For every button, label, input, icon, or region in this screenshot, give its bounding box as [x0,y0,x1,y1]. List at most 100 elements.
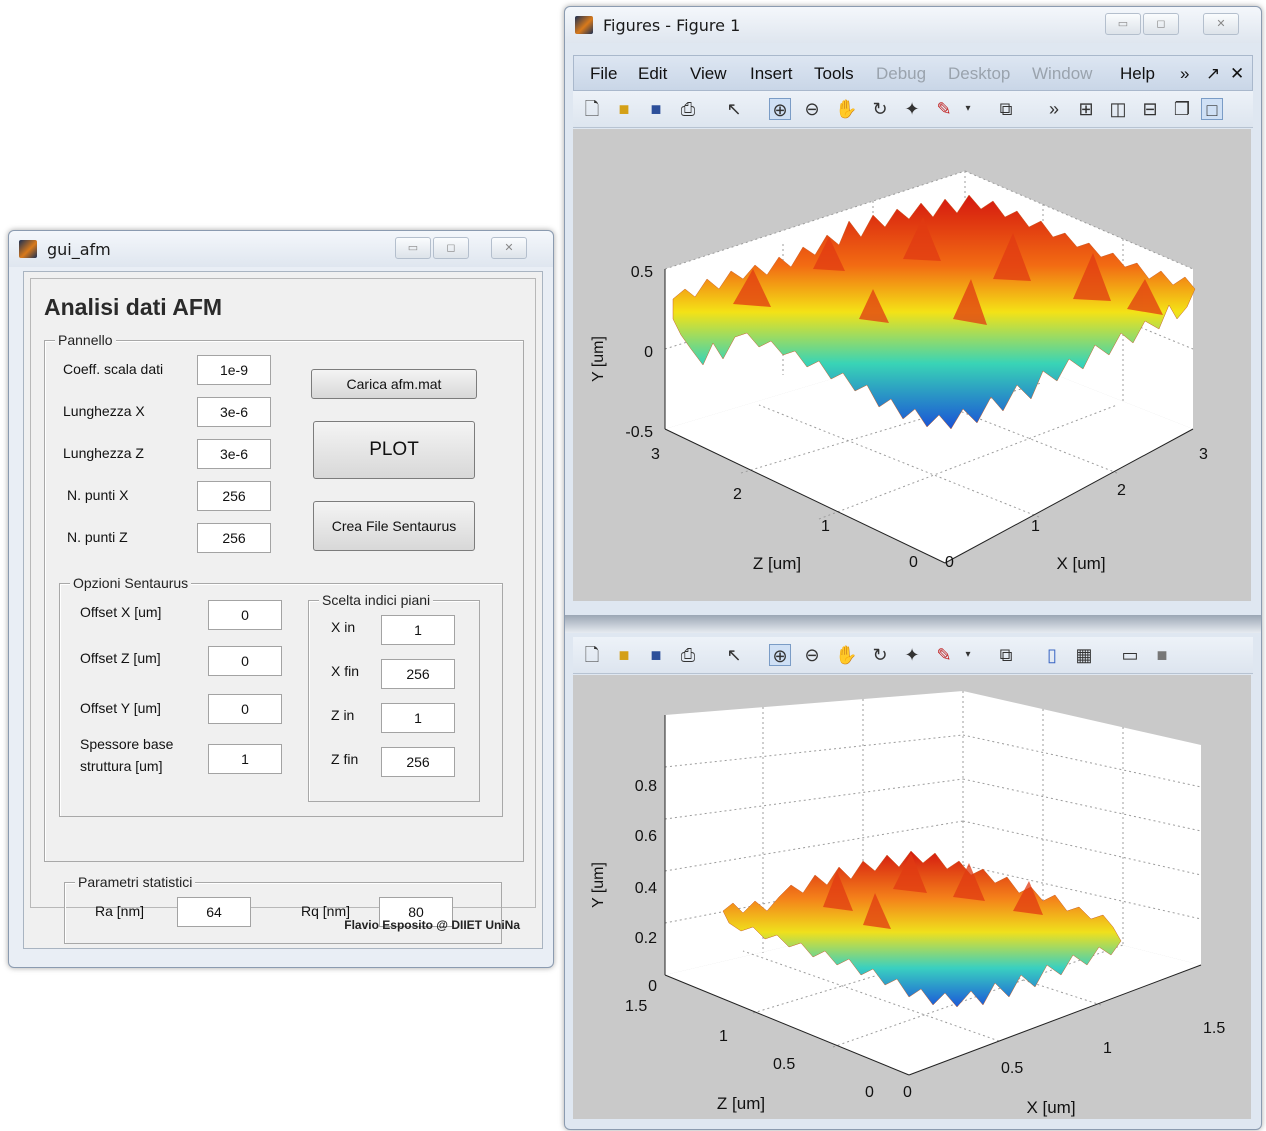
menu-tools[interactable]: Tools [814,64,854,83]
x-in-input[interactable]: 1 [381,615,455,645]
figure1-plot-area[interactable]: 0.5 0 -0.5 3 2 1 0 0 1 2 3 Y [um] Z [um]… [573,129,1251,601]
link-plot-icon[interactable]: ⧉ [999,645,1013,665]
brush-dropdown-icon[interactable]: ▾ [965,103,971,114]
indici-title: Scelta indici piani [319,592,434,608]
plot1-zlabel: Z [um] [753,554,801,573]
overflow-icon[interactable]: » [1180,64,1190,83]
brush-icon[interactable]: ✎ [936,645,952,665]
open-folder-icon[interactable]: ■ [618,99,630,119]
figure2-plot-area[interactable]: 0.8 0.6 0.4 0.2 0 1.5 1 0.5 0 0 0.5 1 1.… [573,675,1251,1119]
spessore-label-line1: Spessore base [80,736,174,752]
undock-icon[interactable]: ↗ [1206,64,1221,83]
print-icon[interactable]: ⎙ [680,99,696,119]
menu-file[interactable]: File [590,64,618,83]
z-in-input[interactable]: 1 [381,703,455,733]
data-cursor-icon[interactable]: ✦ [904,99,920,119]
plot1-ztick-1: 2 [733,486,742,503]
plot2-ztick-3: 0 [865,1084,874,1101]
close-icon[interactable]: ✕ [1203,13,1239,35]
data-cursor-icon[interactable]: ✦ [904,645,920,665]
show-plot-tools-icon[interactable]: ■ [1156,645,1168,665]
spessore-input[interactable]: 1 [208,744,282,774]
zoom-in-icon[interactable]: ⊕ [769,644,791,666]
rotate-3d-icon[interactable]: ↻ [872,99,888,119]
menu-window: Window [1032,64,1093,83]
npunti-x-input[interactable]: 256 [197,481,271,511]
pan-hand-icon[interactable]: ✋ [835,99,858,119]
print-icon[interactable]: ⎙ [680,645,696,665]
sentaurus-button[interactable]: Crea File Sentaurus [313,501,475,551]
figures-window: Figures - Figure 1 ▭ ◻ ✕ File Edit View … [564,6,1262,1130]
float-icon[interactable]: ❐ [1173,99,1191,119]
toolbar-overflow-icon[interactable]: » [1048,99,1059,119]
colorbar-icon[interactable]: ▯ [1047,645,1057,665]
parametri-panel: Parametri statistici Ra [nm] 64 Rq [nm] … [64,874,502,944]
matlab-logo-icon [575,16,593,34]
figure-toolbar-top: 🗋 ■ ■ ⎙ ↖ ⊕ ⊖ ✋ ↻ ✦ ✎ ▾ ⧉ » ⊞ ◫ ⊟ ❐ □ [573,91,1253,128]
minimize-icon[interactable]: ▭ [395,237,431,259]
rq-label: Rq [nm] [301,903,351,919]
load-afm-button[interactable]: Carica afm.mat [311,369,477,399]
gui-afm-titlebar[interactable]: gui_afm ▭ ◻ ✕ [9,231,553,267]
tile-grid-icon[interactable]: ⊞ [1078,99,1094,119]
legend-icon[interactable]: ▦ [1075,645,1093,665]
lunghezza-x-label: Lunghezza X [63,403,145,419]
npunti-z-input[interactable]: 256 [197,523,271,553]
x-fin-input[interactable]: 256 [381,659,455,689]
pointer-icon[interactable]: ↖ [726,99,742,119]
menu-view[interactable]: View [690,64,727,83]
plot2-zlabel: Z [um] [717,1094,765,1113]
plot1-ylabel: Y [um] [590,336,607,382]
menu-edit[interactable]: Edit [638,64,668,83]
menu-insert[interactable]: Insert [750,64,793,83]
close-icon[interactable]: ✕ [491,237,527,259]
pointer-icon[interactable]: ↖ [726,645,742,665]
offset-y-label: Offset Y [um] [80,700,161,716]
brush-dropdown-icon[interactable]: ▾ [965,649,971,660]
menu-help[interactable]: Help [1120,64,1155,83]
new-file-icon[interactable]: 🗋 [584,99,600,119]
zoom-out-icon[interactable]: ⊖ [804,99,820,119]
figure-divider[interactable] [565,615,1261,633]
brush-icon[interactable]: ✎ [936,99,952,119]
plot2-ztick-0: 1.5 [625,998,647,1015]
coeff-input[interactable]: 1e-9 [197,355,271,385]
surface-plot-1[interactable]: 0.5 0 -0.5 3 2 1 0 0 1 2 3 Y [um] Z [um]… [573,129,1251,601]
minimize-icon[interactable]: ▭ [1105,13,1141,35]
offset-z-label: Offset Z [um] [80,650,161,666]
surface-plot-2[interactable]: 0.8 0.6 0.4 0.2 0 1.5 1 0.5 0 0 0.5 1 1.… [573,675,1251,1119]
tile-columns-icon[interactable]: ◫ [1109,99,1127,119]
plot1-ztick-2: 1 [821,518,830,535]
maximize-figure-icon[interactable]: □ [1201,98,1223,120]
link-plot-icon[interactable]: ⧉ [999,99,1013,119]
pan-hand-icon[interactable]: ✋ [835,645,858,665]
open-folder-icon[interactable]: ■ [618,645,630,665]
lunghezza-x-input[interactable]: 3e-6 [197,397,271,427]
offset-x-input[interactable]: 0 [208,600,282,630]
offset-y-input[interactable]: 0 [208,694,282,724]
close-figure-icon[interactable]: ✕ [1230,64,1245,83]
rotate-3d-icon[interactable]: ↻ [872,645,888,665]
zoom-in-icon[interactable]: ⊕ [769,98,791,120]
save-icon[interactable]: ■ [650,99,662,119]
maximize-icon[interactable]: ◻ [433,237,469,259]
plot1-xlabel: X [um] [1056,554,1105,573]
zoom-out-icon[interactable]: ⊖ [804,645,820,665]
save-icon[interactable]: ■ [650,645,662,665]
coeff-label: Coeff. scala dati [63,361,164,377]
plot2-ytick-1: 0.6 [635,828,657,845]
lunghezza-z-input[interactable]: 3e-6 [197,439,271,469]
plot2-ztick-2: 0.5 [773,1056,795,1073]
plot2-ytick-3: 0.2 [635,930,657,947]
z-fin-input[interactable]: 256 [381,747,455,777]
new-file-icon[interactable]: 🗋 [584,645,600,665]
figures-titlebar[interactable]: Figures - Figure 1 ▭ ◻ ✕ [565,7,1261,43]
tile-rows-icon[interactable]: ⊟ [1142,99,1158,119]
afm-surface-2 [722,850,1122,1008]
plot2-xtick-2: 1 [1103,1040,1112,1057]
x-fin-label: X fin [331,663,360,679]
hide-plot-tools-icon[interactable]: ▭ [1121,645,1139,665]
maximize-icon[interactable]: ◻ [1143,13,1179,35]
offset-z-input[interactable]: 0 [208,646,282,676]
plot-button[interactable]: PLOT [313,421,475,479]
